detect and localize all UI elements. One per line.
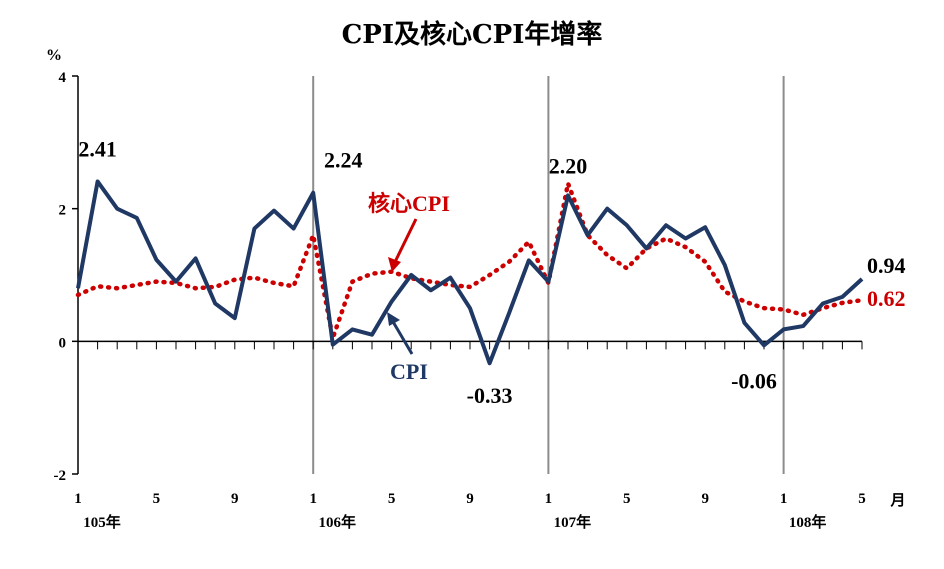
series-line-cpi (76, 179, 864, 366)
core-cpi-arrowhead (388, 257, 401, 272)
y-tick-label: 4 (59, 70, 67, 86)
cpi-arrowhead (387, 312, 400, 326)
x-tick-label: 9 (701, 491, 709, 507)
y-tick-label: 0 (59, 335, 67, 351)
year-label: 108年 (789, 513, 827, 531)
data-label: 0.62 (867, 286, 906, 311)
data-label: 2.20 (549, 153, 588, 178)
axes (77, 76, 862, 474)
x-tick-label: 5 (623, 491, 631, 507)
core-cpi-legend-label: 核心CPI (368, 191, 450, 216)
x-tick-label: 1 (309, 491, 317, 507)
y-ticks: -2 0 2 4 (54, 70, 78, 484)
annotations: 核心CPI CPI (368, 191, 450, 384)
year-label: 106年 (318, 513, 356, 531)
x-ticks: 1 5 9 1 5 9 1 5 9 1 5 105年 106年 107年 108年 (74, 341, 866, 531)
data-label: 2.41 (78, 136, 117, 161)
cpi-legend-label: CPI (390, 359, 428, 384)
y-axis-unit: % (46, 47, 62, 64)
data-label: 0.94 (867, 253, 906, 278)
series-lines (75, 179, 865, 366)
x-axis-unit: 月 (889, 492, 905, 509)
x-tick-label: 5 (858, 491, 866, 507)
year-label: 105年 (83, 513, 121, 531)
core-cpi-arrow (392, 218, 418, 265)
y-tick-label: 2 (59, 203, 67, 219)
cpi-arrow (390, 319, 414, 355)
x-tick-label: 1 (74, 491, 82, 507)
x-tick-label: 1 (780, 491, 788, 507)
data-label: -0.06 (731, 368, 777, 393)
x-tick-label: 5 (153, 491, 161, 507)
data-label: 2.24 (324, 148, 363, 173)
year-label: 107年 (554, 513, 592, 531)
x-tick-label: 1 (545, 491, 553, 507)
x-tick-label: 5 (388, 491, 396, 507)
data-labels: 2.41 2.24 2.20 -0.33 -0.06 0.94 0.62 (78, 136, 905, 408)
x-tick-label: 9 (466, 491, 474, 507)
y-tick-label: -2 (54, 468, 67, 484)
x-tick-label: 9 (231, 491, 239, 507)
data-label: -0.33 (467, 383, 513, 408)
chart-title: CPI及核心CPI年增率 (342, 19, 603, 50)
